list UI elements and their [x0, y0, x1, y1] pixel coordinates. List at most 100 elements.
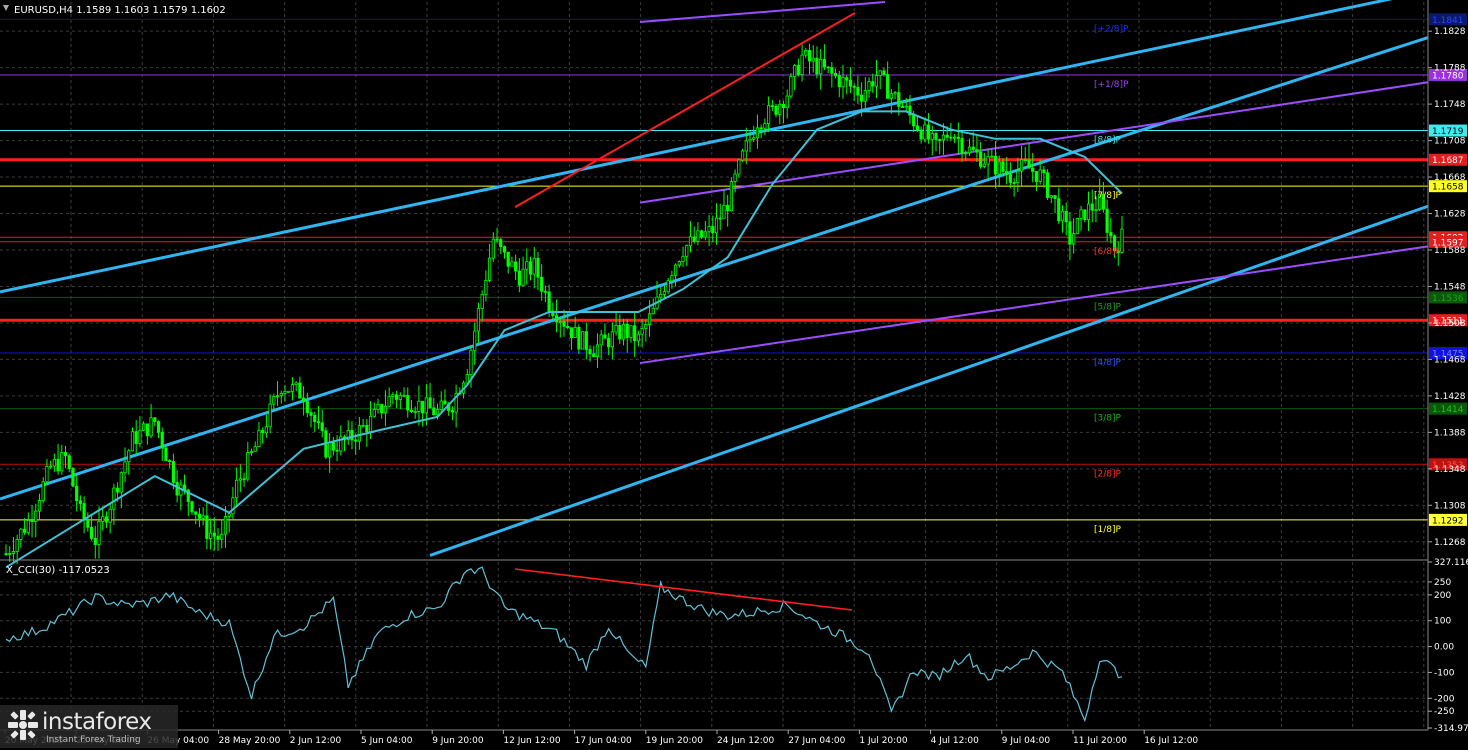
price-tick-label: 1.1748	[1434, 100, 1466, 110]
time-tick-label: 1 Jul 20:00	[859, 736, 908, 746]
candle-body	[387, 395, 391, 407]
candle-body	[89, 526, 94, 539]
candle-body	[298, 382, 302, 399]
price-tick-label: 1.1588	[1434, 246, 1466, 256]
candle-body	[662, 291, 667, 295]
candle-body	[640, 328, 644, 335]
candle-body	[543, 290, 548, 293]
candle-body	[435, 409, 440, 415]
candle-body	[614, 325, 618, 333]
candle-body	[908, 105, 912, 116]
time-tick-label: 11 Jul 20:00	[1073, 736, 1127, 746]
candle-body	[517, 270, 521, 286]
candle-body	[491, 238, 495, 259]
candle-body	[584, 331, 588, 350]
candle-body	[63, 452, 68, 457]
candle-body	[562, 321, 566, 327]
candle-body	[1083, 209, 1087, 221]
cci-line	[5, 566, 1123, 723]
candle-body	[127, 450, 131, 463]
candle-body	[889, 93, 893, 99]
time-tick-label: 17 Jun 04:00	[575, 736, 632, 746]
candle-body	[361, 424, 365, 427]
candle-body	[506, 251, 510, 267]
candle-body	[1075, 217, 1079, 235]
trend-line-mid	[639, 81, 1429, 204]
candle-body	[882, 70, 886, 75]
candle-body	[1034, 171, 1039, 182]
candle-body	[138, 429, 142, 444]
candle-body	[714, 217, 719, 234]
candle-body	[156, 421, 161, 433]
candle-body	[75, 485, 79, 502]
candle-body	[1016, 170, 1020, 184]
candle-body	[480, 294, 484, 309]
candle-body	[830, 67, 834, 74]
candle-body	[629, 325, 633, 338]
trend-line-top	[639, 1, 886, 24]
candle-body	[1057, 198, 1061, 222]
candle-body	[778, 103, 782, 115]
time-tick-label: 28 May 20:00	[219, 736, 281, 746]
candle-body	[941, 134, 946, 141]
candle-body	[227, 513, 231, 517]
candle-body	[1068, 221, 1072, 245]
brand-name: instaforex	[42, 709, 152, 735]
candle-body	[272, 396, 276, 405]
cci-tick-label: 200	[1434, 591, 1451, 601]
candle-body	[874, 75, 879, 87]
candle-body	[97, 521, 101, 545]
candle-body	[674, 264, 678, 276]
candle-body	[726, 204, 730, 212]
candle-body	[793, 65, 797, 77]
price-box-label: 1.1658	[1432, 183, 1464, 193]
price-tick-label: 1.1268	[1434, 538, 1466, 548]
candle-body	[242, 478, 246, 481]
candle-body	[316, 421, 321, 424]
candle-body	[86, 519, 90, 528]
candle-body	[1064, 210, 1068, 223]
price-tick-label: 1.1668	[1434, 173, 1466, 183]
candle-body	[525, 261, 529, 270]
time-tick-label: 9 Jun 20:00	[432, 736, 484, 746]
candle-body	[521, 268, 525, 286]
candle-body	[904, 105, 908, 108]
candle-body	[926, 124, 931, 140]
candle-body	[1042, 169, 1046, 174]
candle-body	[737, 159, 741, 175]
candle-body	[588, 348, 592, 355]
candle-body	[19, 528, 23, 540]
candle-body	[421, 400, 425, 414]
candle-body	[752, 137, 756, 140]
time-tick-label: 2 Jun 12:00	[290, 736, 342, 746]
murrey-label: [5/8]P	[1094, 302, 1122, 312]
candle-body	[815, 57, 819, 75]
candle-body	[424, 397, 428, 414]
candle-body	[603, 334, 607, 339]
candle-body	[473, 330, 477, 351]
candle-body	[993, 155, 998, 175]
candle-body	[60, 452, 64, 472]
candle-body	[718, 217, 722, 220]
candle-body	[997, 161, 1001, 175]
candle-body	[406, 394, 410, 411]
candle-body	[990, 155, 994, 158]
time-tick-label: 27 Jun 04:00	[788, 736, 845, 746]
candle-body	[380, 404, 384, 414]
candle-body	[532, 257, 536, 275]
candle-body	[744, 140, 748, 152]
candle-body	[692, 236, 696, 242]
candle-body	[610, 331, 614, 348]
candle-body	[607, 337, 611, 348]
price-box-label: 1.1292	[1432, 516, 1464, 526]
candle-body	[1079, 209, 1083, 219]
cci-tick-label: 0.00	[1434, 643, 1454, 653]
price-tick-label: 1.1388	[1434, 428, 1466, 438]
time-tick-label: 16 Jul 12:00	[1144, 736, 1198, 746]
candle-body	[938, 139, 942, 141]
candle-body	[34, 510, 38, 523]
candle-body	[860, 94, 864, 102]
cci-tick-label: -314.975	[1434, 724, 1468, 734]
candle-body	[439, 400, 443, 411]
